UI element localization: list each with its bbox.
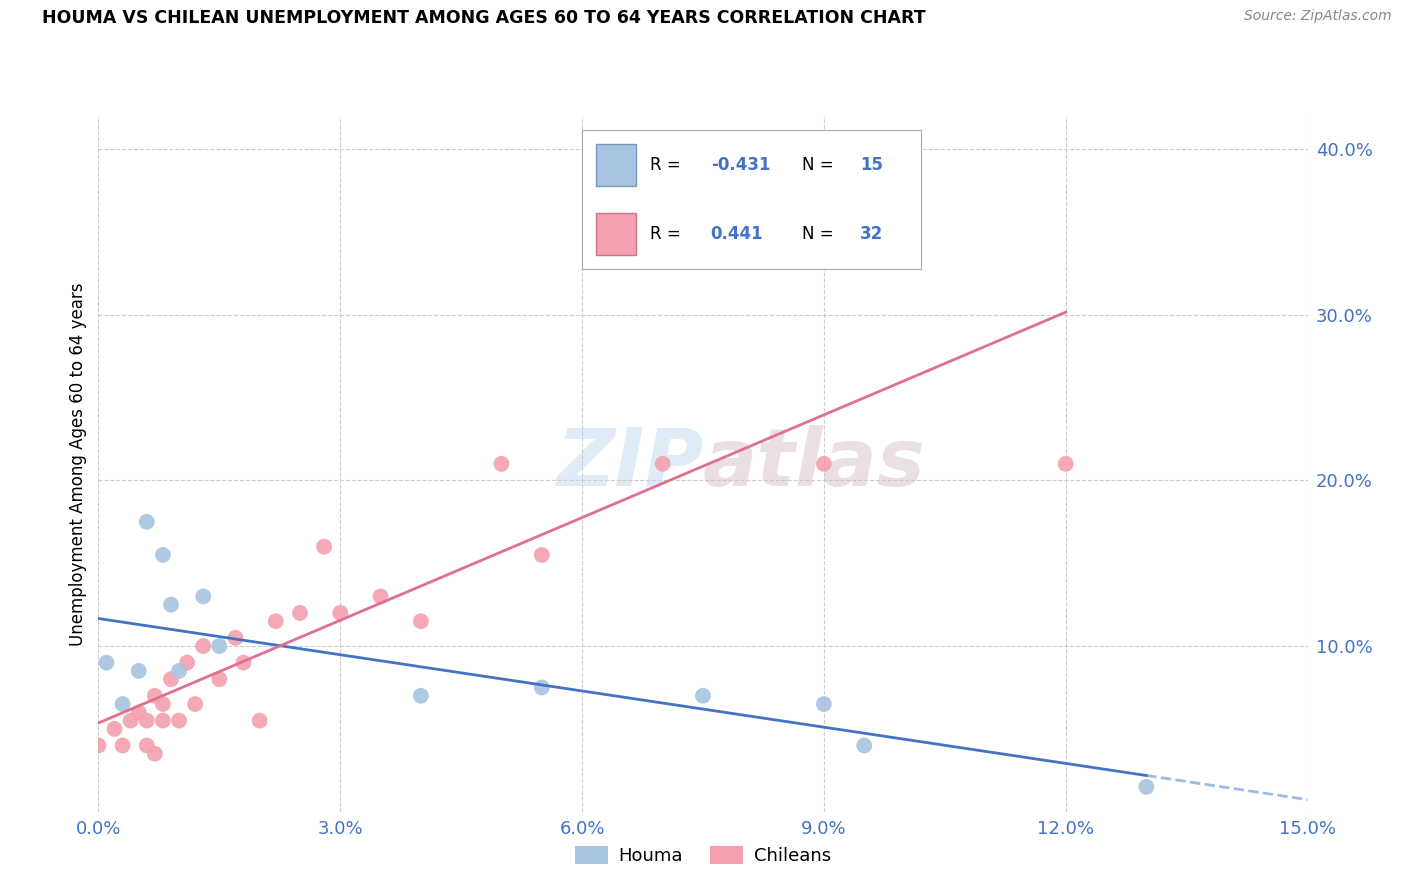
Point: [111, 697, 134, 711]
Point: [813, 457, 835, 471]
Point: [87, 739, 110, 753]
Point: [160, 672, 183, 686]
Point: [152, 714, 174, 728]
Point: [193, 590, 215, 604]
Point: [530, 548, 553, 562]
Point: [224, 631, 246, 645]
Point: [232, 656, 254, 670]
Point: [329, 606, 352, 620]
Point: [143, 689, 166, 703]
Point: [409, 614, 432, 628]
Point: [96, 656, 118, 670]
Point: [530, 681, 553, 695]
Point: [120, 714, 142, 728]
Point: [1054, 457, 1077, 471]
Point: [692, 689, 714, 703]
Point: [491, 457, 513, 471]
Legend: Houma, Chileans: Houma, Chileans: [568, 838, 838, 872]
Point: [208, 639, 231, 653]
Point: [152, 697, 174, 711]
Point: [128, 664, 150, 678]
Point: [249, 714, 271, 728]
Point: [314, 540, 336, 554]
Point: [651, 457, 673, 471]
Text: Source: ZipAtlas.com: Source: ZipAtlas.com: [1244, 9, 1392, 23]
Point: [152, 548, 174, 562]
Point: [612, 225, 634, 239]
Point: [167, 714, 190, 728]
Point: [135, 515, 157, 529]
Text: atlas: atlas: [703, 425, 925, 503]
Point: [103, 722, 125, 736]
Point: [143, 747, 166, 761]
Point: [288, 606, 311, 620]
Point: [160, 598, 183, 612]
Point: [135, 714, 157, 728]
Point: [370, 590, 392, 604]
Point: [128, 706, 150, 720]
Y-axis label: Unemployment Among Ages 60 to 64 years: Unemployment Among Ages 60 to 64 years: [69, 282, 87, 646]
Point: [184, 697, 207, 711]
Point: [208, 672, 231, 686]
Point: [167, 664, 190, 678]
Point: [111, 739, 134, 753]
Point: [1135, 780, 1157, 794]
Point: [193, 639, 215, 653]
Text: HOUMA VS CHILEAN UNEMPLOYMENT AMONG AGES 60 TO 64 YEARS CORRELATION CHART: HOUMA VS CHILEAN UNEMPLOYMENT AMONG AGES…: [42, 9, 925, 27]
Text: ZIP: ZIP: [555, 425, 703, 503]
Point: [176, 656, 198, 670]
Point: [853, 739, 876, 753]
Point: [264, 614, 287, 628]
Point: [135, 739, 157, 753]
Point: [409, 689, 432, 703]
Point: [813, 697, 835, 711]
